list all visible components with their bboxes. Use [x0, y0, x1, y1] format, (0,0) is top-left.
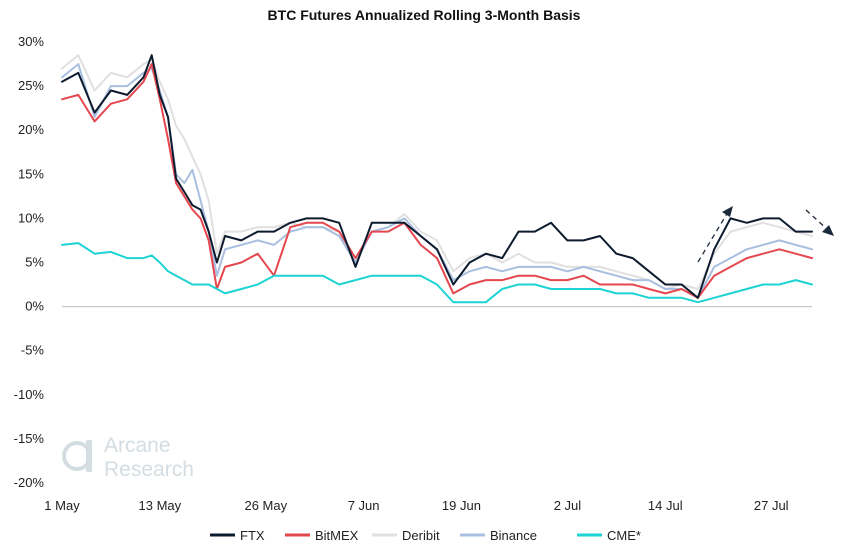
watermark-line2: Research: [104, 458, 194, 481]
trend-arrow-down: [805, 209, 834, 236]
legend-label-deribit: Deribit: [402, 528, 440, 543]
y-axis: 30% 25% 20% 15% 10% 5% 0% -5% -10% -15% -20%: [14, 34, 45, 490]
y-tick-label: 25%: [18, 78, 44, 93]
series-line-binance: [61, 63, 813, 299]
y-tick-label: 15%: [18, 166, 44, 181]
trend-arrow-up: [697, 206, 733, 263]
y-tick-label: -15%: [14, 431, 45, 446]
annotations: [697, 206, 834, 263]
series-line-cme: [61, 242, 813, 304]
y-tick-label: -20%: [14, 475, 45, 490]
series-line-ftx: [61, 54, 813, 299]
watermark: Arcane Research: [62, 434, 194, 481]
y-tick-label: -10%: [14, 387, 45, 402]
legend-label-bitmex: BitMEX: [315, 528, 359, 543]
x-tick-label: 1 May: [44, 498, 80, 513]
arcane-logo-icon: [62, 440, 92, 472]
legend-label-binance: Binance: [490, 528, 537, 543]
legend: FTX BitMEX Deribit Binance CME*: [210, 528, 641, 543]
x-tick-label: 26 May: [244, 498, 287, 513]
x-axis: 1 May 13 May 26 May 7 Jun 19 Jun 2 Jul 14 Jul 2…: [44, 306, 812, 513]
x-tick-label: 13 May: [139, 498, 182, 513]
chart-title: BTC Futures Annualized Rolling 3-Month B…: [268, 7, 581, 23]
series-layer: [61, 54, 813, 304]
series-line-deribit: [61, 54, 813, 290]
x-tick-label: 7 Jun: [348, 498, 380, 513]
x-tick-label: 14 Jul: [648, 498, 683, 513]
series-line-bitmex: [61, 63, 813, 299]
y-tick-label: -5%: [21, 343, 45, 358]
y-tick-label: 10%: [18, 210, 44, 225]
legend-label-cme: CME*: [607, 528, 641, 543]
x-tick-label: 27 Jul: [754, 498, 789, 513]
y-tick-label: 30%: [18, 34, 44, 49]
y-tick-label: 20%: [18, 122, 44, 137]
watermark-line1: Arcane: [104, 434, 171, 457]
x-tick-label: 2 Jul: [554, 498, 582, 513]
legend-label-ftx: FTX: [240, 528, 265, 543]
y-tick-label: 0%: [25, 299, 44, 314]
y-tick-label: 5%: [25, 255, 44, 270]
x-tick-label: 19 Jun: [442, 498, 481, 513]
